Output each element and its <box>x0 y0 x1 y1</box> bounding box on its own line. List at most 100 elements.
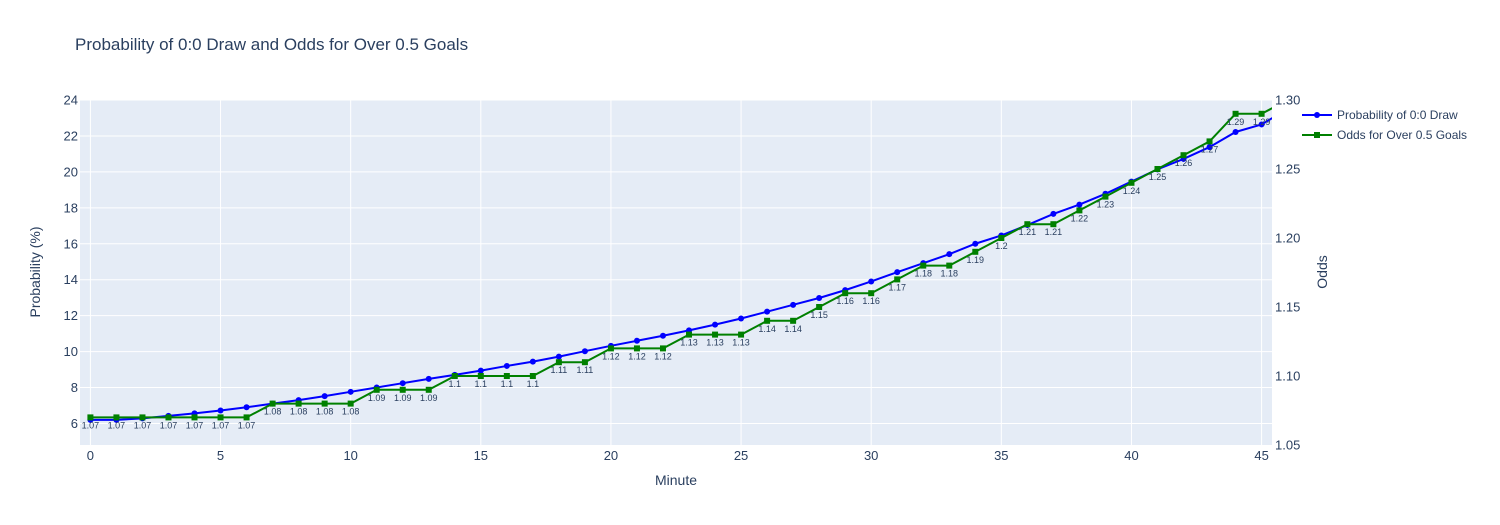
series-point-1 <box>842 290 849 297</box>
data-label: 1.1 <box>449 379 462 389</box>
y2-axis-title: Odds <box>1314 255 1330 288</box>
series-point-1 <box>738 331 745 338</box>
data-label: 1.18 <box>914 269 932 279</box>
data-label: 1.29 <box>1227 117 1245 127</box>
series-point-1 <box>347 400 354 407</box>
series-point-1 <box>790 317 797 324</box>
y-tick-label: 14 <box>64 272 78 287</box>
data-label: 1.12 <box>602 351 620 361</box>
series-point-1 <box>425 386 432 393</box>
data-label: 1.15 <box>810 310 828 320</box>
x-tick-label: 30 <box>864 448 878 463</box>
series-point-1 <box>1050 221 1057 228</box>
data-label: 1.25 <box>1149 172 1167 182</box>
data-label: 1.21 <box>1045 227 1063 237</box>
series-point-1 <box>972 248 979 255</box>
series-point-1 <box>321 400 328 407</box>
legend-label: Odds for Over 0.5 Goals <box>1337 128 1467 142</box>
data-label: 1.18 <box>941 269 959 279</box>
x-tick-label: 25 <box>734 448 748 463</box>
series-point-1 <box>712 331 719 338</box>
series-point-0 <box>790 301 797 308</box>
x-tick-label: 35 <box>994 448 1008 463</box>
data-label: 1.2 <box>995 241 1008 251</box>
data-label: 1.08 <box>342 407 360 417</box>
legend[interactable]: Probability of 0:0 Draw Odds for Over 0.5… <box>1302 108 1467 142</box>
series-point-1 <box>269 400 276 407</box>
legend-item-0[interactable]: Probability of 0:0 Draw <box>1302 108 1458 122</box>
data-label: 1.23 <box>1097 200 1115 210</box>
data-label: 1.08 <box>264 407 282 417</box>
series-point-1 <box>191 414 198 421</box>
series-point-1 <box>1180 152 1187 159</box>
data-label: 1.13 <box>706 338 724 348</box>
data-label: 1.16 <box>862 296 880 306</box>
y-tick-label: 10 <box>64 344 78 359</box>
chart-title: Probability of 0:0 Draw and Odds for Ove… <box>75 35 468 54</box>
series-point-0 <box>529 358 536 365</box>
x-tick-label: 5 <box>217 448 224 463</box>
series-point-0 <box>894 269 901 276</box>
series-point-1 <box>998 235 1005 241</box>
data-label: 1.07 <box>108 420 126 430</box>
legend-item-1[interactable]: Odds for Over 0.5 Goals <box>1302 128 1467 142</box>
y2-tick-label: 1.05 <box>1275 438 1300 453</box>
data-label: 1.1 <box>475 379 488 389</box>
y-tick-label: 24 <box>64 93 78 108</box>
y2-axis-ticks: 1.05 1.10 1.15 1.20 1.25 1.30 <box>1275 93 1300 453</box>
series-point-1 <box>816 304 823 310</box>
series-point-0 <box>1050 210 1057 217</box>
data-label: 1.24 <box>1123 186 1141 196</box>
series-point-0 <box>1232 128 1239 135</box>
x-tick-label: 45 <box>1254 448 1268 463</box>
data-label: 1.12 <box>628 351 646 361</box>
data-label: 1.14 <box>784 324 802 334</box>
data-label: 1.22 <box>1071 213 1089 223</box>
data-label: 1.21 <box>1019 227 1037 237</box>
series-point-0 <box>946 251 953 258</box>
series-point-0 <box>738 315 745 322</box>
x-tick-label: 0 <box>87 448 94 463</box>
series-point-1 <box>1102 193 1109 200</box>
x-axis-ticks: 0 5 10 15 20 25 30 35 40 45 <box>87 448 1269 463</box>
series-group <box>87 107 1272 423</box>
series-point-0 <box>712 321 719 328</box>
data-label: 1.07 <box>212 420 230 430</box>
series-point-0 <box>217 407 224 414</box>
data-label: 1.07 <box>82 420 100 430</box>
series-point-1 <box>1024 221 1031 228</box>
data-label: 1.07 <box>160 420 178 430</box>
series-point-1 <box>920 262 927 269</box>
y2-tick-label: 1.10 <box>1275 369 1300 384</box>
data-label: 1.16 <box>836 296 854 306</box>
legend-swatch-marker <box>1314 132 1320 138</box>
data-label: 1.1 <box>501 379 514 389</box>
series-point-0 <box>816 295 823 302</box>
data-label: 1.09 <box>394 393 412 403</box>
series-point-1 <box>477 373 484 379</box>
series-point-1 <box>868 290 875 297</box>
series-point-1 <box>1154 166 1161 172</box>
x-tick-label: 15 <box>474 448 488 463</box>
series-point-1 <box>1076 207 1083 214</box>
series-point-1 <box>217 414 224 421</box>
data-label: 1.13 <box>680 338 698 348</box>
series-point-1 <box>894 276 901 283</box>
series-point-0 <box>581 348 588 355</box>
series-point-1 <box>139 414 146 421</box>
x-axis-title: Minute <box>655 472 697 488</box>
y-tick-label: 22 <box>64 128 78 143</box>
series-point-0 <box>1076 201 1083 208</box>
data-label: 1.19 <box>967 255 985 265</box>
series-point-1 <box>1232 110 1239 117</box>
y-tick-label: 20 <box>64 164 78 179</box>
series-point-0 <box>972 240 979 247</box>
data-label: 1.17 <box>888 282 906 292</box>
data-label: 1.08 <box>290 407 308 417</box>
data-labels: 1.07 1.07 1.07 1.07 1.07 1.07 1.07 1.08 1.08 1.08… <box>82 117 1271 431</box>
x-tick-label: 10 <box>343 448 357 463</box>
series-point-1 <box>1128 179 1135 186</box>
data-label: 1.29 <box>1253 117 1271 127</box>
y-tick-label: 12 <box>64 308 78 323</box>
